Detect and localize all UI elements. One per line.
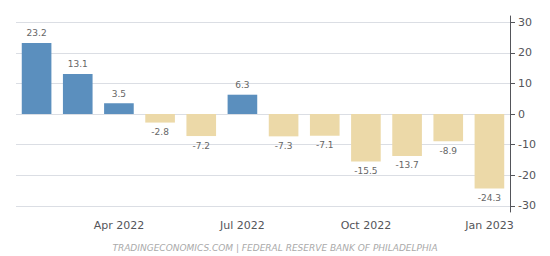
- svg-text:-15.5: -15.5: [354, 166, 377, 176]
- svg-text:20: 20: [518, 46, 532, 59]
- svg-text:-2.8: -2.8: [151, 127, 169, 137]
- svg-text:TRADINGECONOMICS.COM | FEDERAL: TRADINGECONOMICS.COM | FEDERAL RESERVE B…: [112, 243, 437, 253]
- svg-text:-7.2: -7.2: [192, 141, 210, 151]
- svg-text:3.5: 3.5: [112, 89, 126, 99]
- svg-text:Jan 2023: Jan 2023: [464, 219, 513, 232]
- svg-text:-20: -20: [518, 169, 536, 182]
- svg-text:0: 0: [518, 108, 525, 121]
- svg-text:-8.9: -8.9: [439, 146, 457, 156]
- svg-text:-13.7: -13.7: [395, 160, 418, 170]
- svg-text:Oct 2022: Oct 2022: [341, 219, 392, 232]
- svg-text:-24.3: -24.3: [478, 193, 501, 203]
- svg-text:6.3: 6.3: [235, 80, 249, 90]
- svg-text:13.1: 13.1: [68, 59, 88, 69]
- svg-text:23.2: 23.2: [27, 28, 47, 38]
- svg-text:-7.1: -7.1: [316, 140, 334, 150]
- svg-text:-30: -30: [518, 199, 536, 212]
- svg-text:Jul 2022: Jul 2022: [219, 219, 265, 232]
- svg-text:30: 30: [518, 16, 532, 29]
- svg-text:-7.3: -7.3: [275, 141, 293, 151]
- svg-text:10: 10: [518, 77, 532, 90]
- svg-text:Apr 2022: Apr 2022: [94, 219, 145, 232]
- svg-text:-10: -10: [518, 138, 536, 151]
